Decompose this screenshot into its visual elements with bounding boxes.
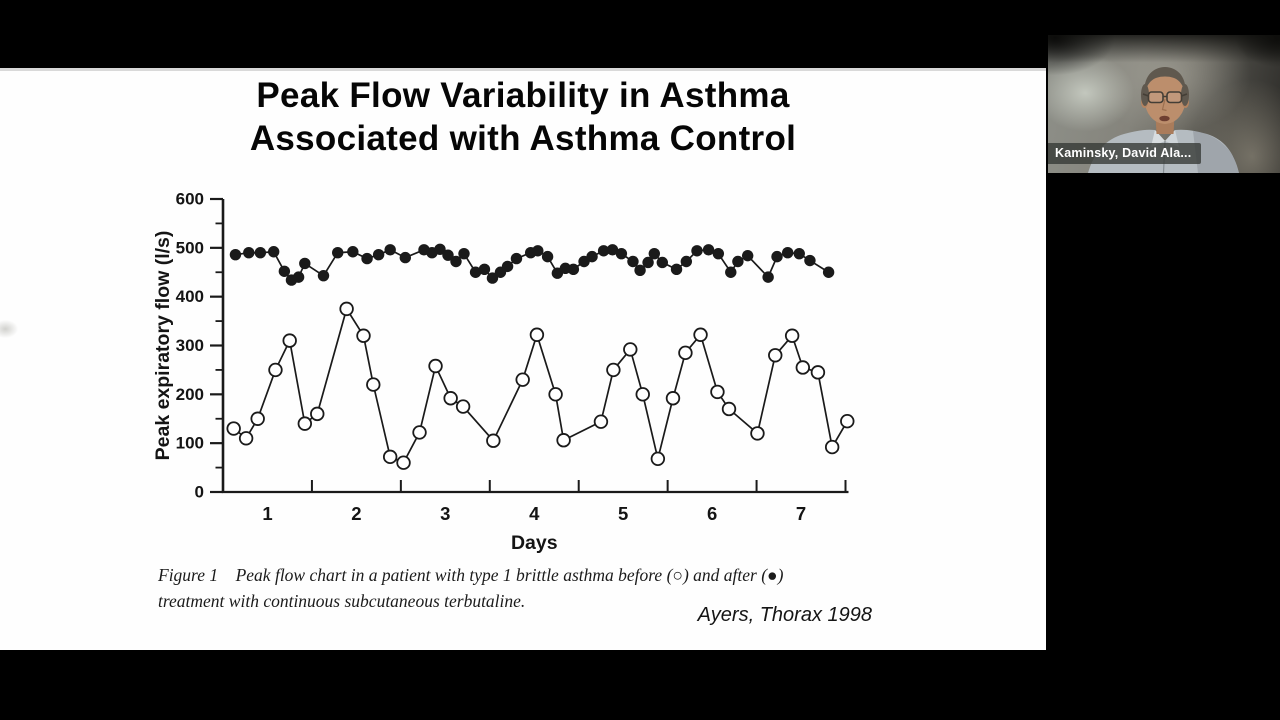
x-tick-label: 7	[796, 503, 806, 524]
y-tick-label: 0	[195, 483, 204, 502]
y-tick-label: 200	[176, 385, 204, 404]
avatar-mouth	[1159, 115, 1170, 122]
y-axis-title: Peak expiratory flow (l/s)	[152, 231, 174, 461]
figure-caption: Figure 1 Peak flow chart in a patient wi…	[158, 562, 888, 614]
avatar-collar-right	[1165, 130, 1179, 147]
slide-title-line-1: Peak Flow Variability in Asthma	[256, 76, 790, 115]
avatar-hair	[1144, 67, 1186, 97]
x-axis-title: Days	[511, 532, 558, 554]
avatar-shirt-shade	[1193, 131, 1239, 173]
x-tick-label: 3	[440, 503, 450, 524]
y-tick-label: 300	[176, 336, 204, 355]
slide-title-line-2: Associated with Asthma Control	[249, 119, 797, 158]
x-tick-label: 4	[529, 503, 540, 524]
y-tick-label: 400	[176, 287, 204, 306]
citation: Ayers, Thorax 1998	[697, 604, 872, 626]
peak-flow-chart: 0 100 200 300 400 500 600 1 2 3 4 5 6 7 Days Peak expir…	[152, 190, 855, 554]
slide-title: Peak Flow Variability in Asthma Associate…	[0, 74, 1046, 160]
y-tick-label: 100	[176, 434, 204, 453]
avatar-collar-left	[1151, 130, 1165, 147]
x-tick-label: 2	[351, 503, 361, 524]
figure-caption-line-2: treatment with continuous subcutaneous t…	[158, 591, 526, 611]
avatar-nose	[1161, 98, 1167, 112]
series-before-treatment	[226, 301, 855, 470]
participant-name-badge: Kaminsky, David Ala...	[1048, 143, 1202, 164]
y-tick-label: 500	[176, 238, 204, 257]
series-after-treatment	[229, 243, 835, 286]
presentation-slide: Peak Flow Variability in Asthma Associate…	[0, 68, 1046, 650]
x-tick-label: 5	[618, 503, 628, 524]
avatar-glasses	[1142, 91, 1188, 104]
y-tick-label: 600	[176, 190, 204, 209]
participant-video-tile[interactable]: Kaminsky, David Ala...	[1048, 35, 1280, 173]
chart-container: 0 100 200 300 400 500 600 1 2 3 4 5 6 7 Days Peak expir…	[140, 180, 860, 560]
x-tick-label: 6	[707, 503, 717, 524]
screen-artifact	[0, 320, 18, 338]
figure-caption-line-1: Figure 1 Peak flow chart in a patient wi…	[158, 565, 784, 585]
x-tick-label: 1	[262, 503, 272, 524]
chart-axes: 0 100 200 300 400 500 600 1 2 3 4 5 6 7 Days Peak expir…	[152, 190, 849, 554]
